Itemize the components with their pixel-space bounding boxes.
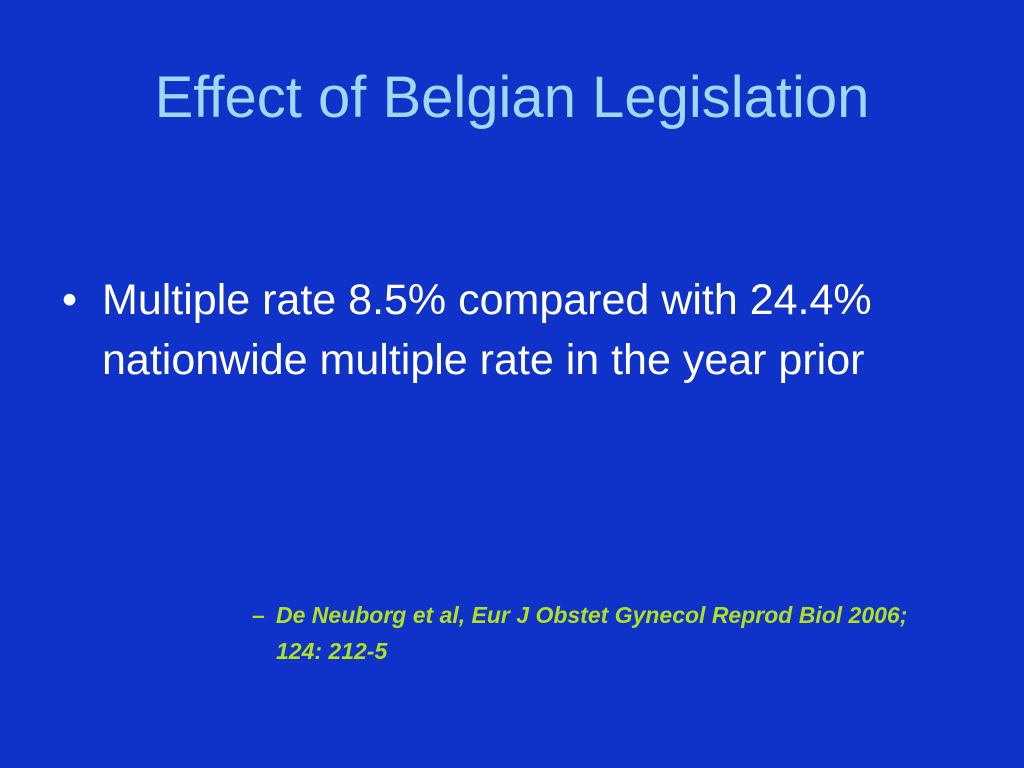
slide-title: Effect of Belgian Legislation <box>154 65 870 130</box>
bullet-marker: • <box>62 276 78 324</box>
citation-text: De Neuborg et al, Eur J Obstet Gynecol R… <box>276 602 908 664</box>
bullet: • Multiple rate 8.5% compared with 24.4%… <box>62 270 962 390</box>
citation-marker: – <box>252 602 265 628</box>
bullet-text: Multiple rate 8.5% compared with 24.4% n… <box>102 276 872 384</box>
citation: – De Neuborg et al, Eur J Obstet Gynecol… <box>252 597 932 669</box>
